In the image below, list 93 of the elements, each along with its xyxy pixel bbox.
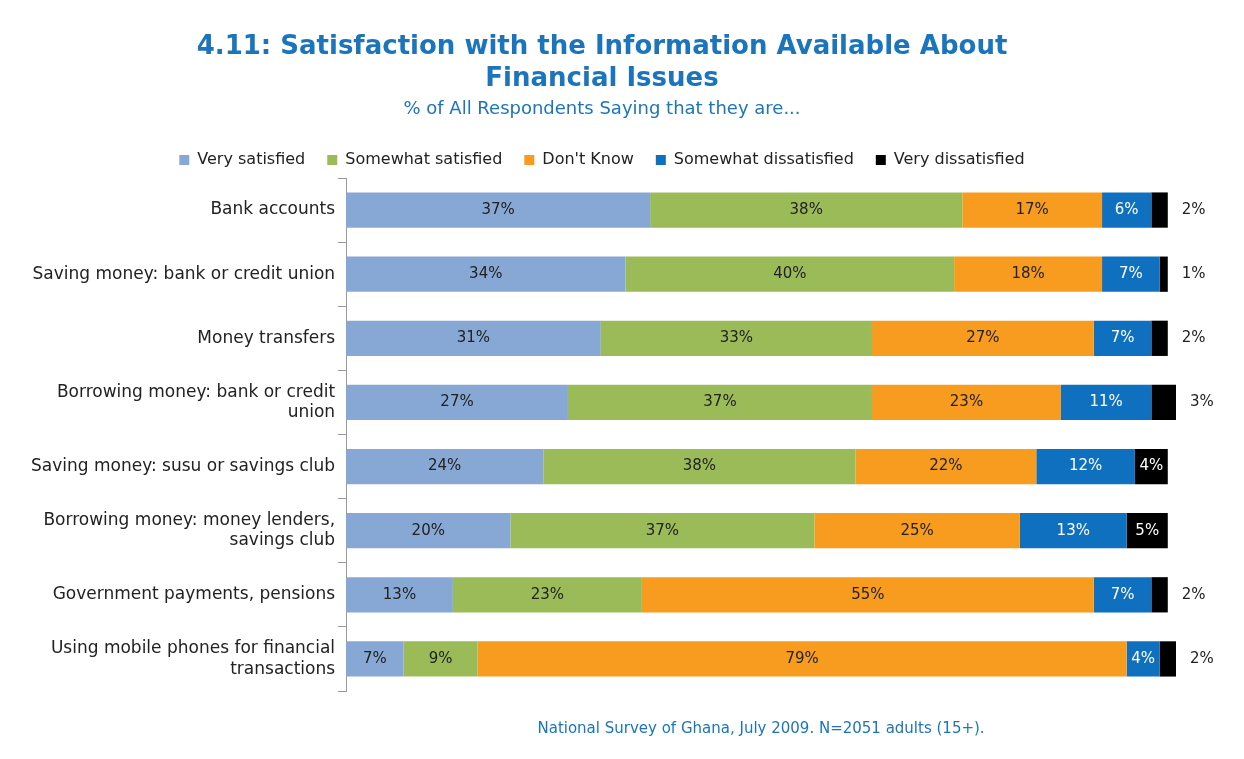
data-label: 2% [1181, 584, 1206, 603]
data-label: 17% [1015, 199, 1049, 218]
data-label: 37% [703, 392, 737, 411]
bar [346, 256, 626, 292]
data-label: 55% [851, 584, 885, 603]
bar [1093, 320, 1152, 356]
data-label: 9% [428, 648, 453, 667]
bar [962, 192, 1103, 228]
bar [625, 256, 955, 292]
legend-label: Somewhat dissatisfied [673, 149, 854, 169]
bar [871, 384, 1061, 421]
bar [346, 577, 453, 613]
bar [346, 641, 404, 677]
data-label: 38% [682, 456, 717, 475]
legend-label: Somewhat satisfied [345, 149, 503, 169]
bar [1102, 256, 1160, 292]
data-label: 11% [1089, 392, 1123, 411]
data-label: 27% [440, 392, 474, 411]
chart-title: 4.11: Satisfaction with the Information Available About Financial Issues [196, 30, 1008, 92]
data-label: 13% [1056, 520, 1090, 539]
bar [641, 577, 1094, 613]
bar [1036, 448, 1135, 485]
data-label: 20% [411, 520, 445, 539]
bar [346, 513, 511, 549]
data-label: 24% [428, 456, 462, 475]
y-tick-label: Borrowing money: money lenders, savings club [43, 508, 336, 550]
data-label: 40% [773, 264, 807, 283]
bar [477, 641, 1127, 677]
legend-label: Very satisfied [197, 149, 306, 169]
y-tick-label: Government payments, pensions [52, 583, 336, 604]
bar [543, 448, 856, 485]
data-label: 22% [929, 456, 963, 475]
bar [1159, 256, 1168, 292]
bar [567, 384, 872, 421]
bar [814, 513, 1020, 549]
data-label: 7% [1118, 264, 1143, 283]
bar [510, 513, 815, 549]
data-label: 7% [1110, 328, 1135, 347]
bar [1060, 384, 1152, 421]
bar [1151, 384, 1176, 421]
data-label: 13% [382, 584, 417, 603]
data-label: 27% [966, 328, 1000, 347]
bar [1151, 320, 1168, 356]
data-label: 38% [789, 199, 823, 218]
data-label: 4% [1131, 648, 1156, 667]
bar [1093, 577, 1152, 613]
data-label: 37% [645, 520, 680, 539]
bar [346, 448, 544, 485]
y-tick-label: Using mobile phones for financial transactions [50, 637, 336, 678]
data-label: 2% [1181, 328, 1206, 347]
data-label: 7% [1110, 584, 1135, 603]
bar [346, 192, 651, 228]
bar [346, 384, 568, 421]
bar [600, 320, 872, 356]
bar [650, 192, 963, 228]
y-tick-label: Saving money: susu or savings club [31, 454, 336, 475]
bar [403, 641, 478, 677]
bar [346, 320, 601, 356]
text: National Survey of Ghana, July 2009. N=2051 adults (15+). [537, 718, 985, 737]
data-label: 79% [785, 648, 819, 667]
bar [855, 448, 1037, 485]
data-label: 12% [1068, 456, 1103, 475]
legend-label: Very dissatisfied [893, 149, 1025, 169]
data-label: 3% [1190, 392, 1214, 411]
bar [954, 256, 1103, 292]
bar [1151, 577, 1168, 613]
bar [1151, 192, 1168, 228]
y-tick-label: Borrowing money: bank or credit union [56, 380, 336, 422]
y-tick-label: Saving money: bank or credit union [32, 262, 336, 283]
data-label: 37% [481, 199, 515, 218]
data-label: 31% [456, 328, 491, 347]
data-label: 6% [1114, 199, 1139, 218]
bar [871, 320, 1094, 356]
legend-label: Don't Know [542, 149, 634, 169]
bar [1019, 513, 1127, 549]
data-label: 23% [949, 392, 984, 411]
chart-subtitle: % of All Respondents Saying that they are... [403, 96, 801, 118]
y-tick-label: Money transfers [197, 326, 336, 347]
data-label: 33% [719, 328, 754, 347]
data-label: 23% [530, 584, 565, 603]
data-label: 2% [1181, 199, 1206, 218]
y-tick-label: Bank accounts [210, 198, 336, 219]
bar [452, 577, 642, 613]
bar [1159, 641, 1176, 677]
data-label: 34% [469, 264, 503, 283]
data-label: 2% [1190, 648, 1214, 667]
bar [1102, 192, 1152, 228]
data-label: 18% [1011, 264, 1045, 283]
data-label: 7% [362, 648, 387, 667]
data-label: 1% [1181, 264, 1206, 283]
data-label: 4% [1139, 456, 1164, 475]
data-label: 25% [900, 520, 934, 539]
data-label: 5% [1135, 520, 1160, 539]
